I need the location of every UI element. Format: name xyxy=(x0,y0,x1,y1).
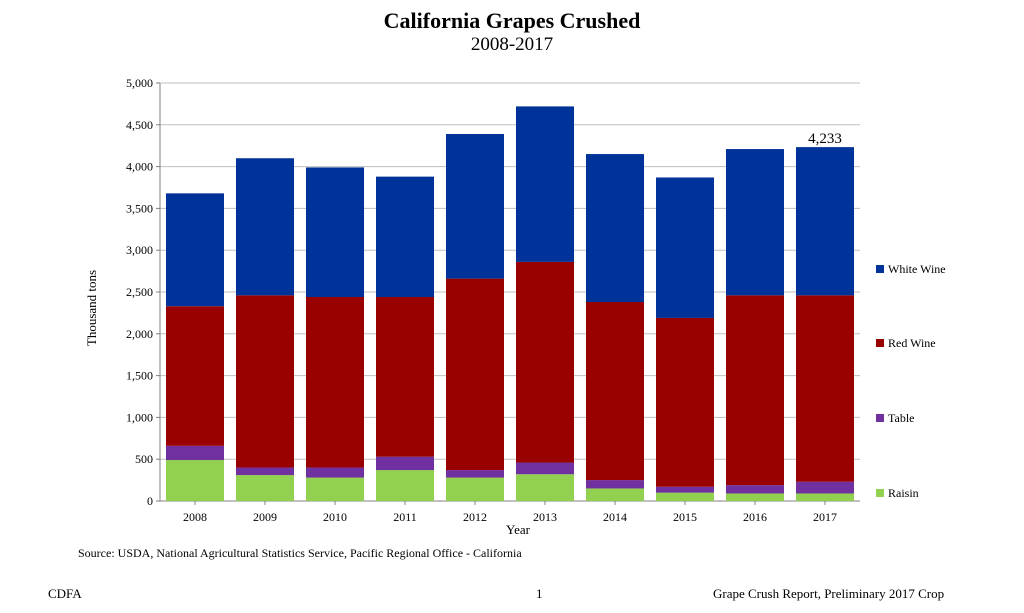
y-tick-label: 500 xyxy=(135,452,153,466)
bar-segment-table xyxy=(586,480,644,489)
y-tick-label: 1,000 xyxy=(126,410,153,424)
bar-segment-raisin xyxy=(656,492,714,501)
x-tick-label: 2010 xyxy=(323,510,347,524)
legend-label: Red Wine xyxy=(888,336,936,350)
x-tick-label: 2011 xyxy=(393,510,417,524)
x-tick-label: 2014 xyxy=(603,510,627,524)
bar-segment-white-wine xyxy=(796,147,854,296)
bar-segment-table xyxy=(306,467,364,478)
bar-segment-red-wine xyxy=(726,295,784,486)
x-tick-label: 2017 xyxy=(813,510,837,524)
bar-segment-table xyxy=(376,456,434,471)
legend-label: White Wine xyxy=(888,262,946,276)
bar-segment-table xyxy=(166,445,224,461)
legend-swatch xyxy=(876,265,884,273)
bar-segment-table xyxy=(516,462,574,475)
bar-segment-white-wine xyxy=(656,177,714,318)
footer-org: CDFA xyxy=(48,586,82,601)
bar-segment-white-wine xyxy=(726,149,784,296)
bar-segment-raisin xyxy=(516,474,574,501)
y-tick-label: 5,000 xyxy=(126,76,153,90)
x-tick-label: 2013 xyxy=(533,510,557,524)
bar-segment-red-wine xyxy=(236,295,294,468)
bar-segment-red-wine xyxy=(586,302,644,481)
chart-subtitle: 2008-2017 xyxy=(470,34,554,55)
bar-segment-white-wine xyxy=(516,106,574,262)
x-tick-label: 2015 xyxy=(673,510,697,524)
x-tick-label: 2008 xyxy=(183,510,207,524)
y-tick-label: 4,500 xyxy=(126,118,153,132)
footer-report-name: Grape Crush Report, Preliminary 2017 Cro… xyxy=(713,586,945,601)
bar-segment-white-wine xyxy=(306,167,364,298)
bar-segment-table xyxy=(446,470,504,478)
bar-segment-white-wine xyxy=(236,158,294,296)
bar-segment-raisin xyxy=(446,477,504,501)
data-label: 4,233 xyxy=(808,131,842,147)
legend-swatch xyxy=(876,414,884,422)
legend-swatch xyxy=(876,339,884,347)
y-tick-label: 1,500 xyxy=(126,369,153,383)
x-tick-label: 2009 xyxy=(253,510,277,524)
bar-segment-table xyxy=(656,486,714,493)
bar-segment-table xyxy=(796,481,854,494)
y-tick-label: 0 xyxy=(147,494,153,508)
x-axis-title: Year xyxy=(506,522,531,537)
bar-segment-red-wine xyxy=(796,295,854,482)
footer-page-number: 1 xyxy=(536,586,543,601)
bar-segment-raisin xyxy=(236,475,294,501)
bar-segment-raisin xyxy=(796,493,854,501)
bar-segment-table xyxy=(236,467,294,476)
bar-segment-red-wine xyxy=(376,297,434,457)
bar-segment-white-wine xyxy=(376,176,434,298)
bar-segment-raisin xyxy=(726,493,784,501)
source-note: Source: USDA, National Agricultural Stat… xyxy=(78,546,522,560)
bar-segment-white-wine xyxy=(586,154,644,303)
bar-segment-red-wine xyxy=(166,306,224,446)
bar-segment-raisin xyxy=(376,470,434,501)
x-tick-label: 2012 xyxy=(463,510,487,524)
chart-title: California Grapes Crushed xyxy=(383,8,641,33)
y-axis-title: Thousand tons xyxy=(84,270,99,346)
legend-label: Raisin xyxy=(888,486,919,500)
y-tick-label: 2,500 xyxy=(126,285,153,299)
x-tick-label: 2016 xyxy=(743,510,767,524)
y-tick-label: 2,000 xyxy=(126,327,153,341)
bar-segment-white-wine xyxy=(166,193,224,307)
y-tick-label: 4,000 xyxy=(126,160,153,174)
bar-segment-red-wine xyxy=(656,317,714,487)
legend-swatch xyxy=(876,489,884,497)
bar-segment-raisin xyxy=(306,477,364,501)
bar-segment-red-wine xyxy=(306,297,364,468)
bar-segment-raisin xyxy=(166,460,224,501)
y-tick-label: 3,000 xyxy=(126,243,153,257)
bar-segment-raisin xyxy=(586,488,644,501)
y-tick-label: 3,500 xyxy=(126,201,153,215)
bar-segment-white-wine xyxy=(446,133,504,279)
bar-segment-red-wine xyxy=(516,261,574,463)
bar-segment-table xyxy=(726,485,784,494)
bar-segment-red-wine xyxy=(446,278,504,471)
legend-label: Table xyxy=(888,411,914,425)
